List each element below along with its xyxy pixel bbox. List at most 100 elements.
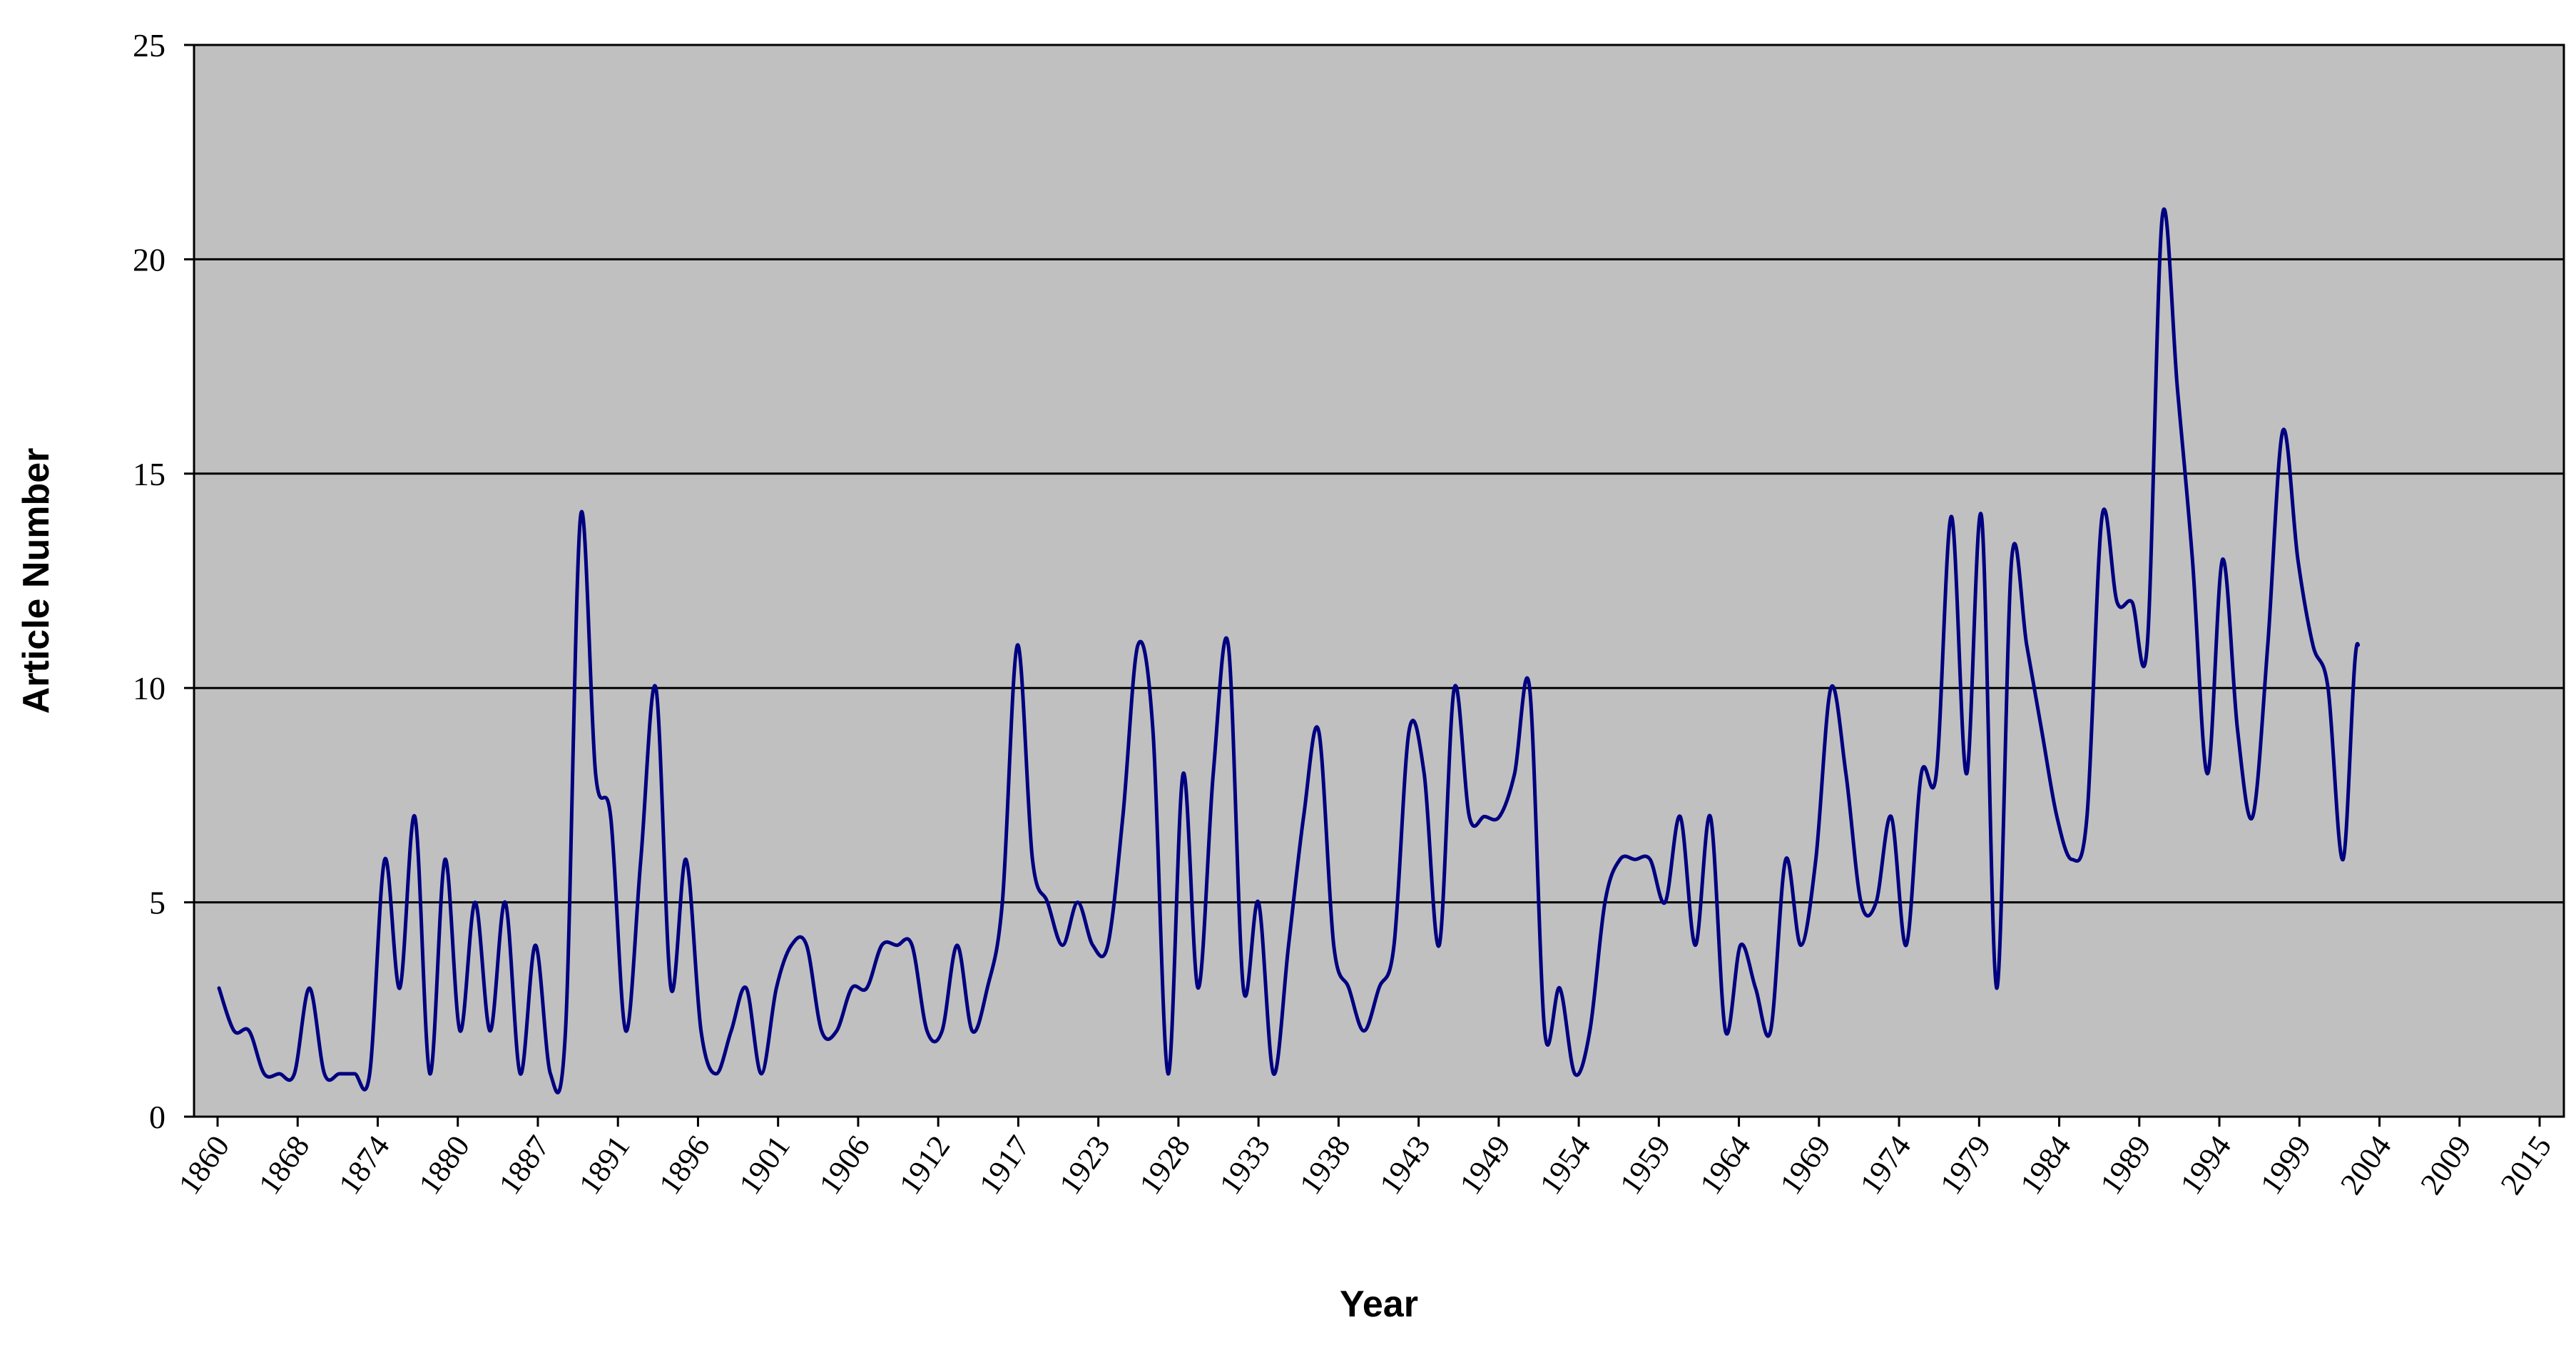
x-tick-label: 1933 <box>1213 1130 1278 1201</box>
data-point <box>307 986 312 990</box>
data-point <box>2461 0 2465 2</box>
data-point <box>940 1029 945 1033</box>
data-point <box>534 943 538 948</box>
data-point <box>1557 986 1562 990</box>
plot-area <box>193 44 2565 1118</box>
data-point <box>2431 0 2435 2</box>
x-tick-label: 1938 <box>1293 1130 1358 1201</box>
data-point <box>1076 900 1080 905</box>
data-point <box>2190 557 2194 562</box>
data-point <box>1015 643 1019 647</box>
x-axis-title: Year <box>1340 1284 1418 1325</box>
data-point <box>1934 771 1938 776</box>
data-point <box>1648 858 1652 862</box>
data-point <box>623 1029 628 1033</box>
data-point <box>594 771 598 776</box>
data-point <box>2205 771 2209 776</box>
data-point <box>880 943 884 948</box>
data-point <box>428 1072 432 1076</box>
data-point <box>2371 986 2376 990</box>
data-point <box>638 858 643 862</box>
data-point <box>2492 0 2496 2</box>
data-point <box>1949 514 1953 519</box>
data-point <box>2446 0 2450 2</box>
x-tick-label: 1860 <box>172 1130 237 1201</box>
data-point <box>2145 643 2149 647</box>
data-point <box>2160 214 2164 218</box>
data-point <box>2100 514 2104 519</box>
data-point <box>217 986 221 990</box>
data-point <box>579 514 583 519</box>
data-point <box>684 858 688 862</box>
data-point <box>1829 686 1833 690</box>
data-point <box>2416 0 2420 2</box>
x-tick-label: 1984 <box>2013 1130 2078 1201</box>
data-point <box>1271 1072 1276 1076</box>
data-point <box>1211 771 1216 776</box>
data-point <box>744 986 748 990</box>
data-point <box>1151 729 1155 733</box>
data-point <box>262 1072 266 1076</box>
data-point <box>1844 771 1848 776</box>
data-point <box>1965 771 1969 776</box>
data-point <box>1603 900 1607 905</box>
data-point <box>1226 643 1231 647</box>
data-point <box>1091 943 1095 948</box>
x-tick-label: 1999 <box>2254 1130 2318 1201</box>
data-point <box>699 1029 703 1033</box>
x-tick-label: 1912 <box>892 1130 957 1201</box>
x-tick-label: 1880 <box>412 1130 477 1201</box>
data-point <box>653 686 658 690</box>
x-tick-label: 1923 <box>1052 1130 1117 1201</box>
data-point <box>2085 814 2089 818</box>
data-point <box>1618 858 1622 862</box>
data-point <box>458 1029 462 1033</box>
data-point <box>2281 429 2285 433</box>
data-point <box>247 1029 251 1033</box>
data-point <box>1347 986 1351 990</box>
data-point <box>1633 858 1637 862</box>
data-point <box>1709 814 1713 818</box>
data-point <box>382 858 387 862</box>
data-point <box>1106 943 1110 948</box>
data-point <box>337 1072 342 1076</box>
data-point <box>1437 943 1442 948</box>
x-tick-label: 1969 <box>1773 1130 1838 1201</box>
data-point <box>1512 771 1517 776</box>
data-point <box>729 1029 733 1033</box>
data-point <box>1030 858 1034 862</box>
x-tick-label: 1874 <box>332 1130 397 1201</box>
data-point <box>1317 729 1321 733</box>
data-point <box>2311 643 2315 647</box>
data-point <box>1362 1029 1366 1033</box>
data-point <box>1768 1029 1773 1033</box>
data-point <box>714 1072 718 1076</box>
data-point <box>1859 900 1863 905</box>
data-point <box>1422 771 1426 776</box>
data-point <box>1407 729 1411 733</box>
data-point <box>2507 0 2511 2</box>
data-point <box>1482 814 1487 818</box>
data-point <box>2266 643 2270 647</box>
data-point <box>1663 900 1667 905</box>
x-tick-label: 1917 <box>972 1130 1037 1201</box>
data-point <box>1061 943 1065 948</box>
data-point <box>774 986 778 990</box>
data-point <box>2326 686 2330 690</box>
data-point <box>2040 729 2044 733</box>
y-tick-label: 10 <box>133 670 166 706</box>
data-point <box>473 900 477 905</box>
x-tick-label: 2004 <box>2333 1130 2398 1201</box>
data-point <box>1392 943 1396 948</box>
data-point <box>2115 600 2119 604</box>
data-point <box>564 1029 568 1033</box>
data-point <box>1542 1029 1547 1033</box>
data-point <box>443 858 447 862</box>
x-tick-label: 1994 <box>2174 1130 2239 1201</box>
y-axis-title: Article Number <box>16 448 57 714</box>
data-point <box>669 986 673 990</box>
data-point <box>232 1029 236 1033</box>
data-point <box>278 1072 282 1076</box>
data-point <box>985 986 989 990</box>
data-point <box>2130 600 2134 604</box>
